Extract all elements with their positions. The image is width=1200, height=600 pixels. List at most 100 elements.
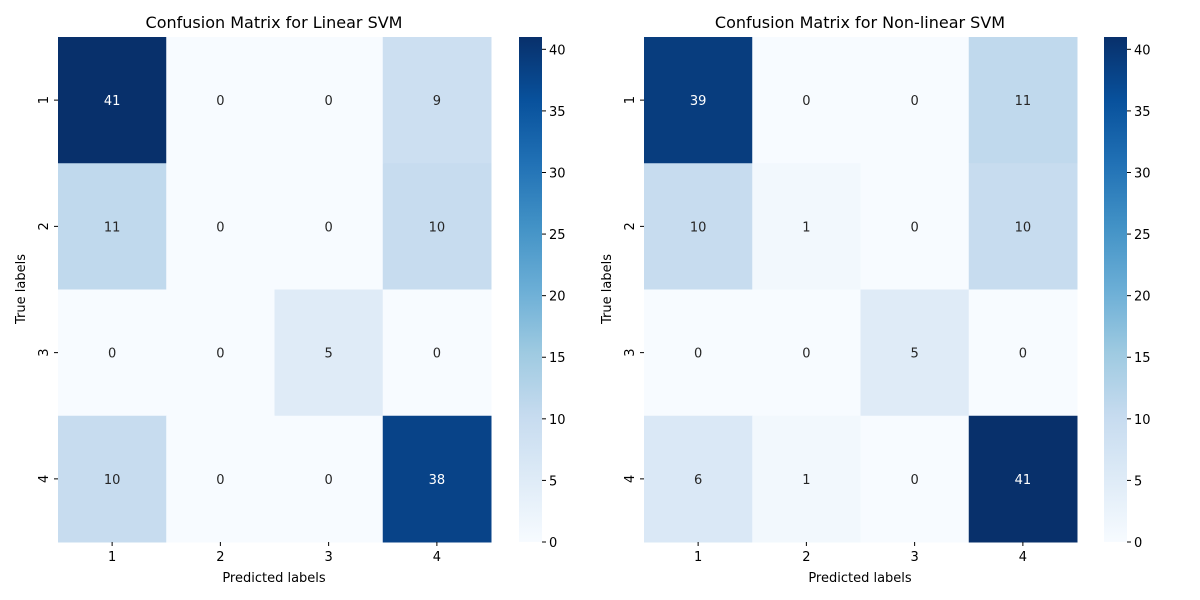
x-tick-labels: 1 2 3 4 bbox=[694, 542, 1027, 565]
x-tick-label: 1 bbox=[108, 550, 116, 565]
colorbar: 0 5 10 15 20 25 30 35 40 bbox=[519, 37, 566, 551]
heatmap-cell bbox=[382, 37, 492, 164]
colorbar-tick-label: 20 bbox=[549, 290, 566, 305]
heatmap-cell bbox=[58, 289, 167, 417]
y-axis-label: True labels bbox=[600, 254, 615, 325]
cell-value-label: 10 bbox=[690, 220, 707, 235]
colorbar-tick-label: 10 bbox=[549, 413, 566, 428]
heatmap-cell bbox=[274, 37, 384, 164]
colorbar-tick-label: 10 bbox=[1134, 413, 1151, 428]
cell-value-label: 0 bbox=[216, 220, 224, 235]
heatmap-cell bbox=[166, 289, 275, 417]
heatmap-cell bbox=[752, 289, 861, 417]
colorbar-tick-label: 15 bbox=[1134, 351, 1151, 366]
cell-value-label: 0 bbox=[324, 94, 332, 109]
colorbar: 0 5 10 15 20 25 30 35 40 bbox=[1104, 37, 1151, 551]
heatmap-cell bbox=[58, 163, 167, 290]
heatmap-cell bbox=[968, 37, 1078, 164]
cell-value-label: 41 bbox=[1015, 473, 1032, 488]
heatmap-cell bbox=[166, 163, 275, 290]
y-tick-label: 4 bbox=[37, 475, 52, 483]
colorbar-tick-label: 35 bbox=[549, 105, 566, 120]
cell-value-label: 39 bbox=[690, 94, 707, 109]
heatmap-cell bbox=[644, 37, 753, 164]
x-tick-labels: 1 2 3 4 bbox=[108, 542, 441, 565]
x-tick-label: 3 bbox=[910, 550, 918, 565]
cell-value-label: 11 bbox=[104, 220, 121, 235]
colorbar-tick-label: 35 bbox=[1134, 105, 1151, 120]
chart-title: Confusion Matrix for Linear SVM bbox=[146, 13, 403, 32]
x-tick-label: 4 bbox=[433, 550, 441, 565]
cell-value-label: 41 bbox=[104, 94, 121, 109]
x-tick-label: 1 bbox=[694, 550, 702, 565]
colorbar-tick-label: 0 bbox=[1134, 536, 1142, 551]
cell-value-label: 0 bbox=[216, 94, 224, 109]
cell-value-label: 10 bbox=[104, 473, 121, 488]
heatmap-cell bbox=[860, 37, 970, 164]
heatmap-cell bbox=[382, 289, 492, 417]
colorbar-gradient bbox=[1104, 37, 1127, 542]
cell-value-label: 9 bbox=[433, 94, 441, 109]
colorbar-tick-label: 15 bbox=[549, 351, 566, 366]
heatmap-cell bbox=[58, 37, 167, 164]
y-tick-label: 1 bbox=[623, 96, 638, 104]
y-tick-label: 2 bbox=[37, 222, 52, 230]
colorbar-tick-label: 5 bbox=[1134, 474, 1142, 489]
y-tick-label: 2 bbox=[623, 222, 638, 230]
heatmap-cell bbox=[752, 37, 861, 164]
heatmap-cell bbox=[274, 163, 384, 290]
heatmap-cell bbox=[58, 415, 167, 543]
heatmap-cell bbox=[968, 289, 1078, 417]
x-tick-label: 4 bbox=[1019, 550, 1027, 565]
cell-value-label: 0 bbox=[802, 94, 810, 109]
cell-value-label: 1 bbox=[802, 473, 810, 488]
cell-value-label: 0 bbox=[802, 347, 810, 362]
colorbar-tick-label: 40 bbox=[1134, 43, 1151, 58]
cell-value-label: 5 bbox=[910, 347, 918, 362]
heatmap-cell bbox=[382, 163, 492, 290]
heatmap-panel-nonlinear: Confusion Matrix for Non-linear SVM 39 0 0… bbox=[600, 13, 1151, 586]
colorbar-tick-label: 25 bbox=[1134, 228, 1151, 243]
y-tick-label: 4 bbox=[623, 475, 638, 483]
y-tick-label: 3 bbox=[37, 348, 52, 356]
colorbar-tick-label: 20 bbox=[1134, 290, 1151, 305]
cell-value-label: 10 bbox=[1015, 220, 1032, 235]
cell-value-label: 10 bbox=[429, 220, 446, 235]
heatmap-cell bbox=[860, 415, 970, 543]
heatmap-cell bbox=[274, 289, 384, 417]
heatmap-cell bbox=[860, 163, 970, 290]
cell-value-label: 0 bbox=[1019, 347, 1027, 362]
heatmap-cell bbox=[968, 415, 1078, 543]
colorbar-tick-label: 30 bbox=[1134, 166, 1151, 181]
heatmap-cell bbox=[274, 415, 384, 543]
cell-value-label: 5 bbox=[324, 347, 332, 362]
heatmap-cells: 41 0 0 9 11 0 0 10 0 0 5 0 10 0 0 38 bbox=[58, 37, 492, 543]
y-tick-labels: 1 2 3 4 bbox=[37, 96, 58, 483]
cell-value-label: 11 bbox=[1015, 94, 1032, 109]
colorbar-tick-label: 25 bbox=[549, 228, 566, 243]
x-axis-label: Predicted labels bbox=[808, 571, 912, 586]
heatmap-cell bbox=[644, 163, 753, 290]
colorbar-gradient bbox=[519, 37, 542, 542]
x-tick-label: 3 bbox=[324, 550, 332, 565]
heatmap-cell bbox=[644, 289, 753, 417]
x-axis-label: Predicted labels bbox=[222, 571, 326, 586]
cell-value-label: 6 bbox=[694, 473, 702, 488]
x-tick-label: 2 bbox=[216, 550, 224, 565]
y-tick-label: 3 bbox=[623, 348, 638, 356]
heatmap-cell bbox=[382, 415, 492, 543]
y-tick-label: 1 bbox=[37, 96, 52, 104]
chart-title: Confusion Matrix for Non-linear SVM bbox=[715, 13, 1005, 32]
cell-value-label: 0 bbox=[433, 347, 441, 362]
x-tick-label: 2 bbox=[802, 550, 810, 565]
cell-value-label: 1 bbox=[802, 220, 810, 235]
heatmap-cell bbox=[968, 163, 1078, 290]
cell-value-label: 0 bbox=[910, 473, 918, 488]
colorbar-tick-label: 40 bbox=[549, 43, 566, 58]
heatmap-panel-linear: Confusion Matrix for Linear SVM 41 0 0 911 0… bbox=[14, 13, 566, 586]
cell-value-label: 0 bbox=[910, 220, 918, 235]
heatmap-cell bbox=[860, 289, 970, 417]
heatmap-cell bbox=[166, 37, 275, 164]
cell-value-label: 0 bbox=[108, 347, 116, 362]
